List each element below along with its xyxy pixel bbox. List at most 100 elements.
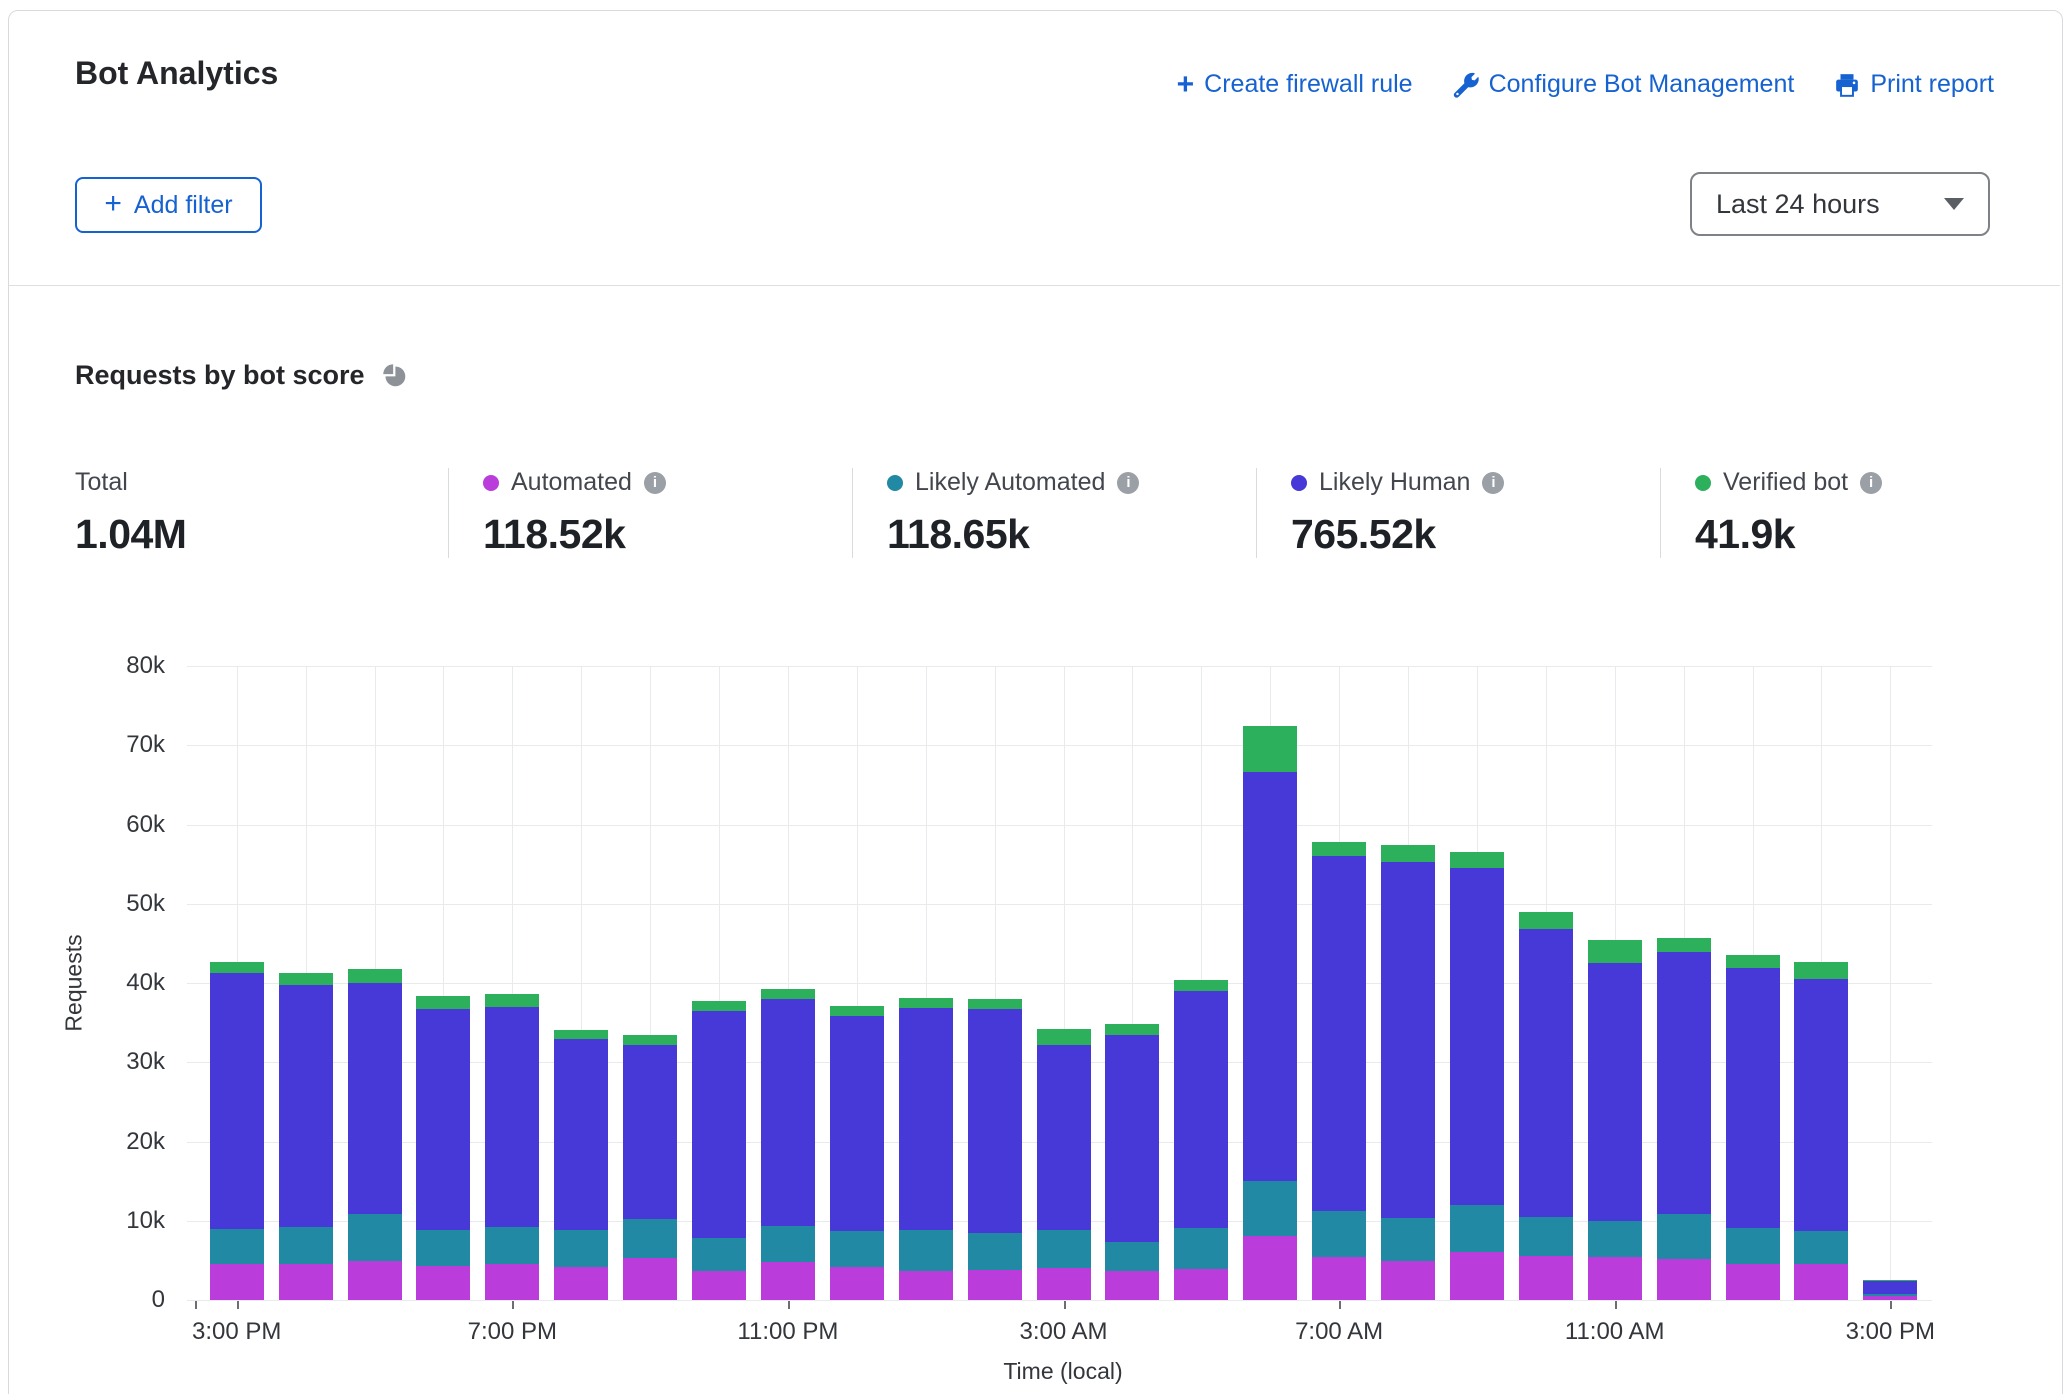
- info-icon[interactable]: i: [1117, 471, 1140, 494]
- stat-value: 118.65k: [887, 511, 1030, 557]
- bar-hour-5[interactable]: [554, 1029, 609, 1300]
- bar-segment-automated: [1518, 1256, 1573, 1300]
- info-icon[interactable]: i: [1482, 471, 1505, 494]
- y-tick-label: 20k: [126, 1127, 165, 1155]
- bar-hour-21[interactable]: [1656, 937, 1711, 1300]
- bar-segment-automated: [1105, 1270, 1160, 1300]
- bar-hour-14[interactable]: [1174, 979, 1229, 1300]
- bar-segment-likely-human: [1725, 968, 1780, 1228]
- configure-bot-management-link[interactable]: Configure Bot Management: [1453, 70, 1794, 99]
- bar-hour-3[interactable]: [416, 996, 471, 1300]
- add-filter-label: Add filter: [133, 190, 233, 219]
- bar-segment-likely-automated: [1036, 1229, 1091, 1268]
- bar-hour-1[interactable]: [278, 972, 333, 1300]
- bar-segment-likely-automated: [1174, 1227, 1229, 1270]
- bar-segment-verified-bot: [829, 1006, 884, 1016]
- bar-hour-6[interactable]: [623, 1035, 678, 1300]
- bar-hour-11[interactable]: [967, 998, 1022, 1300]
- bar-hour-16[interactable]: [1312, 841, 1367, 1300]
- info-icon[interactable]: i: [643, 471, 666, 494]
- header-divider: [9, 285, 2060, 286]
- bar-segment-likely-human: [485, 1006, 540, 1228]
- bar-segment-automated: [347, 1261, 402, 1300]
- gridline-horizontal: [187, 1300, 1932, 1301]
- gridline-horizontal: [187, 903, 1932, 905]
- bar-hour-23[interactable]: [1794, 962, 1849, 1300]
- bar-hour-22[interactable]: [1725, 954, 1780, 1300]
- time-range-select[interactable]: Last 24 hours: [1690, 172, 1990, 236]
- chevron-down-icon: [1944, 198, 1964, 210]
- x-tick-label: 7:00 AM: [1295, 1318, 1384, 1345]
- x-tick-label: 3:00 AM: [1019, 1318, 1108, 1345]
- bar-hour-2[interactable]: [347, 968, 402, 1300]
- bar-hour-9[interactable]: [829, 1006, 884, 1300]
- bar-hour-15[interactable]: [1243, 726, 1298, 1300]
- bar-segment-verified-bot: [1243, 726, 1298, 773]
- section-title-row: Requests by bot score: [75, 360, 408, 391]
- stat-value: 1.04M: [75, 511, 187, 557]
- bar-hour-19[interactable]: [1518, 911, 1573, 1300]
- stat-label: Total: [75, 468, 128, 496]
- bar-segment-likely-automated: [1105, 1242, 1160, 1271]
- bar-segment-likely-human: [554, 1039, 609, 1231]
- bar-hour-24[interactable]: [1863, 1280, 1918, 1300]
- bar-hour-10[interactable]: [898, 998, 953, 1300]
- bar-segment-likely-human: [1243, 772, 1298, 1182]
- stat-total: Total 1.04M: [75, 468, 448, 558]
- stat-likely-human: Likely Human i 765.52k: [1256, 468, 1660, 558]
- bar-hour-0[interactable]: [209, 962, 264, 1300]
- stat-value: 765.52k: [1291, 511, 1436, 557]
- stat-verified-bot: Verified bot i 41.9k: [1660, 468, 1995, 558]
- y-axis-title: Requests: [60, 934, 87, 1032]
- create-firewall-rule-link[interactable]: + Create firewall rule: [1177, 69, 1413, 99]
- bar-hour-4[interactable]: [485, 994, 540, 1300]
- bar-segment-likely-human: [1518, 929, 1573, 1217]
- bar-segment-likely-automated: [1243, 1181, 1298, 1236]
- gridline-horizontal: [187, 983, 1932, 984]
- y-tick-label: 60k: [126, 810, 165, 838]
- legend-dot: [483, 474, 499, 491]
- stat-label-line: Likely Human i: [1291, 468, 1660, 497]
- bar-segment-verified-bot: [1174, 979, 1229, 991]
- bar-hour-12[interactable]: [1036, 1029, 1091, 1300]
- bar-hour-8[interactable]: [760, 989, 815, 1300]
- add-filter-button[interactable]: + Add filter: [75, 177, 262, 233]
- bar-segment-verified-bot: [1518, 911, 1573, 930]
- section-title: Requests by bot score: [75, 360, 365, 390]
- time-range-value: Last 24 hours: [1716, 188, 1880, 219]
- bar-segment-likely-automated: [416, 1230, 471, 1266]
- x-tick-label: 11:00 PM: [737, 1318, 839, 1345]
- bar-segment-likely-automated: [1518, 1216, 1573, 1257]
- bar-segment-verified-bot: [1725, 954, 1780, 969]
- y-tick-label: 30k: [126, 1048, 165, 1076]
- stat-label-line: Verified bot i: [1695, 468, 1995, 497]
- bar-segment-likely-human: [1656, 952, 1711, 1214]
- bar-segment-likely-automated: [209, 1228, 264, 1265]
- stat-likely-automated: Likely Automated i 118.65k: [852, 468, 1256, 558]
- bar-hour-13[interactable]: [1105, 1024, 1160, 1300]
- bar-segment-verified-bot: [347, 968, 402, 984]
- bar-segment-likely-human: [347, 983, 402, 1214]
- bar-segment-likely-human: [1449, 868, 1504, 1205]
- bar-hour-7[interactable]: [692, 1001, 746, 1300]
- bar-segment-verified-bot: [485, 994, 540, 1007]
- stat-label-line: Likely Automated i: [887, 468, 1256, 497]
- bar-hour-17[interactable]: [1381, 845, 1435, 1300]
- bar-segment-likely-automated: [1863, 1293, 1918, 1297]
- bar-segment-verified-bot: [898, 998, 953, 1009]
- info-icon[interactable]: i: [1860, 471, 1883, 494]
- bar-segment-automated: [416, 1265, 471, 1300]
- x-axis-tick: [1063, 1301, 1066, 1309]
- bar-segment-likely-automated: [1587, 1220, 1642, 1258]
- bar-segment-automated: [1794, 1264, 1849, 1300]
- bar-hour-20[interactable]: [1587, 940, 1642, 1300]
- print-report-link[interactable]: Print report: [1834, 70, 1994, 99]
- bar-segment-verified-bot: [554, 1029, 609, 1040]
- bar-segment-likely-human: [1381, 861, 1435, 1219]
- bar-segment-verified-bot: [209, 962, 264, 974]
- x-axis-tick: [1339, 1301, 1342, 1309]
- stat-label: Likely Automated: [915, 468, 1106, 496]
- bar-segment-verified-bot: [278, 972, 333, 986]
- legend-dot: [887, 474, 903, 491]
- bar-hour-18[interactable]: [1449, 852, 1504, 1300]
